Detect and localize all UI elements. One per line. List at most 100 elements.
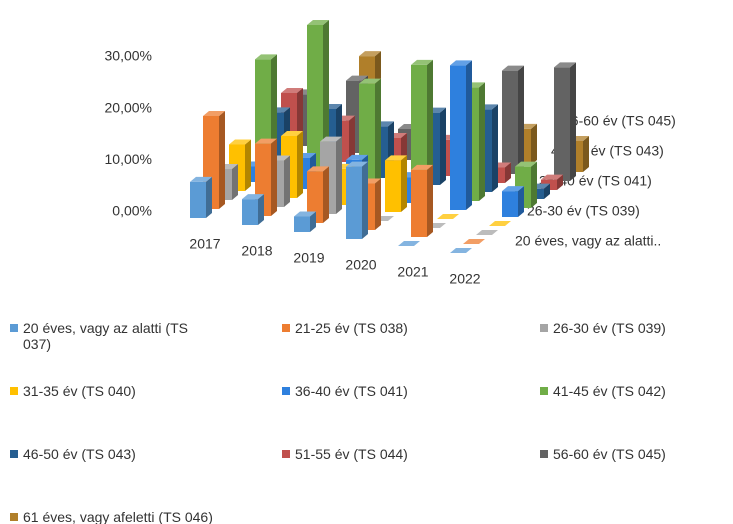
- y-tick-label: 0,00%: [112, 203, 152, 219]
- x-tick-label: 2017: [189, 236, 220, 252]
- bar-top: [554, 62, 576, 68]
- bar-top: [255, 54, 277, 60]
- bar-top: [346, 154, 368, 160]
- bar-side: [375, 78, 381, 187]
- depth-label: 56-60 év (TS 045): [563, 113, 676, 129]
- legend-swatch: [540, 450, 548, 458]
- bar: [346, 161, 368, 239]
- legend-swatch: [10, 387, 18, 395]
- legend-item: 21-25 év (TS 038): [282, 320, 522, 336]
- bar: [307, 166, 329, 223]
- bar-top: [307, 166, 329, 172]
- x-tick-label: 2019: [293, 250, 324, 266]
- bar: [489, 221, 511, 226]
- legend-item: 51-55 év (TS 044): [282, 446, 522, 462]
- bar-top: [450, 248, 472, 253]
- legend-label: 41-45 év (TS 042): [553, 383, 666, 399]
- bar-side: [518, 65, 524, 174]
- legend-label: 46-50 év (TS 043): [23, 446, 136, 462]
- bar-side: [219, 111, 225, 209]
- bar-side: [349, 115, 355, 162]
- legend-label: 56-60 év (TS 045): [553, 446, 666, 462]
- bar: [411, 164, 433, 237]
- bar-side: [544, 183, 550, 199]
- legend-item: 20 éves, vagy az alatti (TS 037): [10, 320, 210, 352]
- bar-front: [307, 25, 323, 180]
- bar-front: [411, 64, 427, 194]
- bar: [463, 239, 485, 244]
- bar-side: [505, 162, 511, 183]
- legend-item: 41-45 év (TS 042): [540, 383, 733, 399]
- x-tick-label: 2020: [345, 257, 376, 273]
- bar: [450, 248, 472, 253]
- bar-side: [297, 131, 303, 198]
- depth-label: 26-30 év (TS 039): [527, 203, 640, 219]
- bar-side: [466, 60, 472, 211]
- y-tick-label: 10,00%: [105, 151, 152, 167]
- bar-side: [336, 136, 342, 214]
- bar-front: [242, 199, 258, 225]
- bar-top: [242, 194, 264, 200]
- bar-side: [271, 138, 277, 216]
- bar: [502, 65, 524, 174]
- bar-front: [502, 191, 518, 217]
- legend-label: 51-55 év (TS 044): [295, 446, 408, 462]
- bar-top: [229, 139, 251, 145]
- x-tick-label: 2022: [449, 271, 480, 287]
- bar: [242, 194, 264, 225]
- legend-swatch: [10, 324, 18, 332]
- bar-front: [346, 166, 362, 239]
- bar-top: [281, 88, 303, 93]
- bar: [437, 214, 459, 219]
- bar-front: [307, 171, 323, 223]
- bar-top: [359, 51, 381, 57]
- bar-top: [346, 75, 368, 81]
- bar-top: [359, 78, 381, 84]
- bar-top: [502, 65, 524, 71]
- bar-side: [245, 139, 251, 191]
- legend-label: 36-40 év (TS 041): [295, 383, 408, 399]
- bar: [502, 186, 524, 217]
- legend-item: 46-50 év (TS 043): [10, 446, 250, 462]
- bar: [190, 176, 212, 218]
- legend-item: 36-40 év (TS 041): [282, 383, 522, 399]
- bar-side: [258, 194, 264, 225]
- legend-swatch: [540, 387, 548, 395]
- bar: [385, 155, 407, 212]
- legend-label: 31-35 év (TS 040): [23, 383, 136, 399]
- bar: [476, 230, 498, 235]
- legend-swatch: [282, 387, 290, 395]
- bar-front: [294, 216, 310, 232]
- legend-swatch: [540, 324, 548, 332]
- legend-swatch: [10, 513, 18, 521]
- bar-side: [310, 211, 316, 232]
- bar-top: [398, 241, 420, 246]
- bar-side: [427, 59, 433, 195]
- legend-label: 26-30 év (TS 039): [553, 320, 666, 336]
- bar-side: [362, 161, 368, 239]
- chart: 0,00% 10,00% 20,00% 30,00% 2017 2018 2019 2020 2…: [105, 20, 676, 287]
- legend-item: 26-30 év (TS 039): [540, 320, 733, 336]
- bar-top: [437, 214, 459, 219]
- legend-item: 56-60 év (TS 045): [540, 446, 733, 462]
- bar-side: [206, 176, 212, 218]
- bar-top: [190, 176, 212, 182]
- bar-front: [450, 65, 466, 210]
- bar-top: [411, 59, 433, 65]
- legend-swatch: [10, 450, 18, 458]
- bar: [294, 211, 316, 232]
- bar-side: [531, 123, 537, 165]
- legend-swatch: [282, 450, 290, 458]
- bar-side: [427, 164, 433, 237]
- bar-top: [385, 155, 407, 161]
- bar: [450, 60, 472, 211]
- y-tick-label: 20,00%: [105, 99, 152, 115]
- bar-top: [255, 138, 277, 144]
- bar-front: [411, 169, 427, 237]
- x-tick-label: 2021: [397, 264, 428, 280]
- bar-top: [281, 131, 303, 136]
- bar-top: [203, 111, 225, 116]
- bar-side: [479, 82, 485, 201]
- x-tick-label: 2018: [241, 243, 272, 259]
